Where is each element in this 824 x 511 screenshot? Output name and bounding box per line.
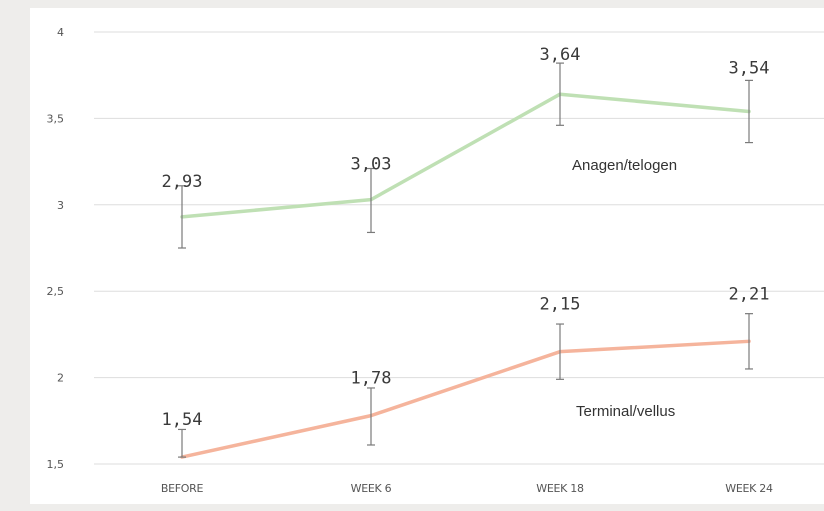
series-layer bbox=[178, 62, 753, 459]
y-axis: 1,5 2 2,5 3 3,5 4 bbox=[47, 26, 65, 471]
y-tick-label: 4 bbox=[57, 26, 64, 39]
data-label: 3,64 bbox=[540, 45, 581, 65]
data-label: 1,54 bbox=[162, 410, 203, 430]
x-tick-label: WEEK 24 bbox=[725, 482, 773, 495]
line-chart: 1,522,533,54 BEFORE WEEK 6 WEEK 18 WEEK 24 … bbox=[47, 26, 824, 495]
chart-panel: 1,5 2 2,5 3 3,5 4 BEFORE WEEK 6 WEEK 18 WEEK 24 … bbox=[30, 8, 824, 504]
series-line bbox=[180, 92, 751, 219]
data-label: 2,21 bbox=[729, 284, 770, 304]
x-axis: BEFORE WEEK 6 WEEK 18 WEEK 24 bbox=[161, 482, 773, 495]
y-tick-label: 3,5 bbox=[47, 112, 65, 125]
y-tick-label: 2,5 bbox=[47, 285, 65, 298]
data-label: 2,93 bbox=[162, 172, 203, 192]
series-1 bbox=[178, 62, 753, 249]
data-labels: 2,93 3,03 3,64 3,54 Anagen/telogen 1,54 1,78 2,… bbox=[162, 45, 770, 430]
series-label: Anagen/telogen bbox=[572, 157, 677, 174]
series-line bbox=[180, 339, 751, 459]
data-label: 2,15 bbox=[540, 295, 581, 315]
x-tick-label: WEEK 18 bbox=[536, 482, 584, 495]
y-tick-label: 2 bbox=[57, 372, 64, 385]
series-2 bbox=[178, 313, 753, 459]
data-label: 1,78 bbox=[351, 369, 392, 389]
data-label: 3,54 bbox=[729, 58, 770, 78]
gridlines bbox=[94, 31, 824, 465]
y-tick-label: 3 bbox=[57, 199, 64, 212]
data-label: 3,03 bbox=[351, 155, 392, 175]
x-tick-label: WEEK 6 bbox=[351, 482, 392, 495]
series-label: Terminal/vellus bbox=[576, 403, 675, 420]
x-tick-label: BEFORE bbox=[161, 482, 204, 495]
y-tick-label: 1,5 bbox=[47, 458, 65, 471]
